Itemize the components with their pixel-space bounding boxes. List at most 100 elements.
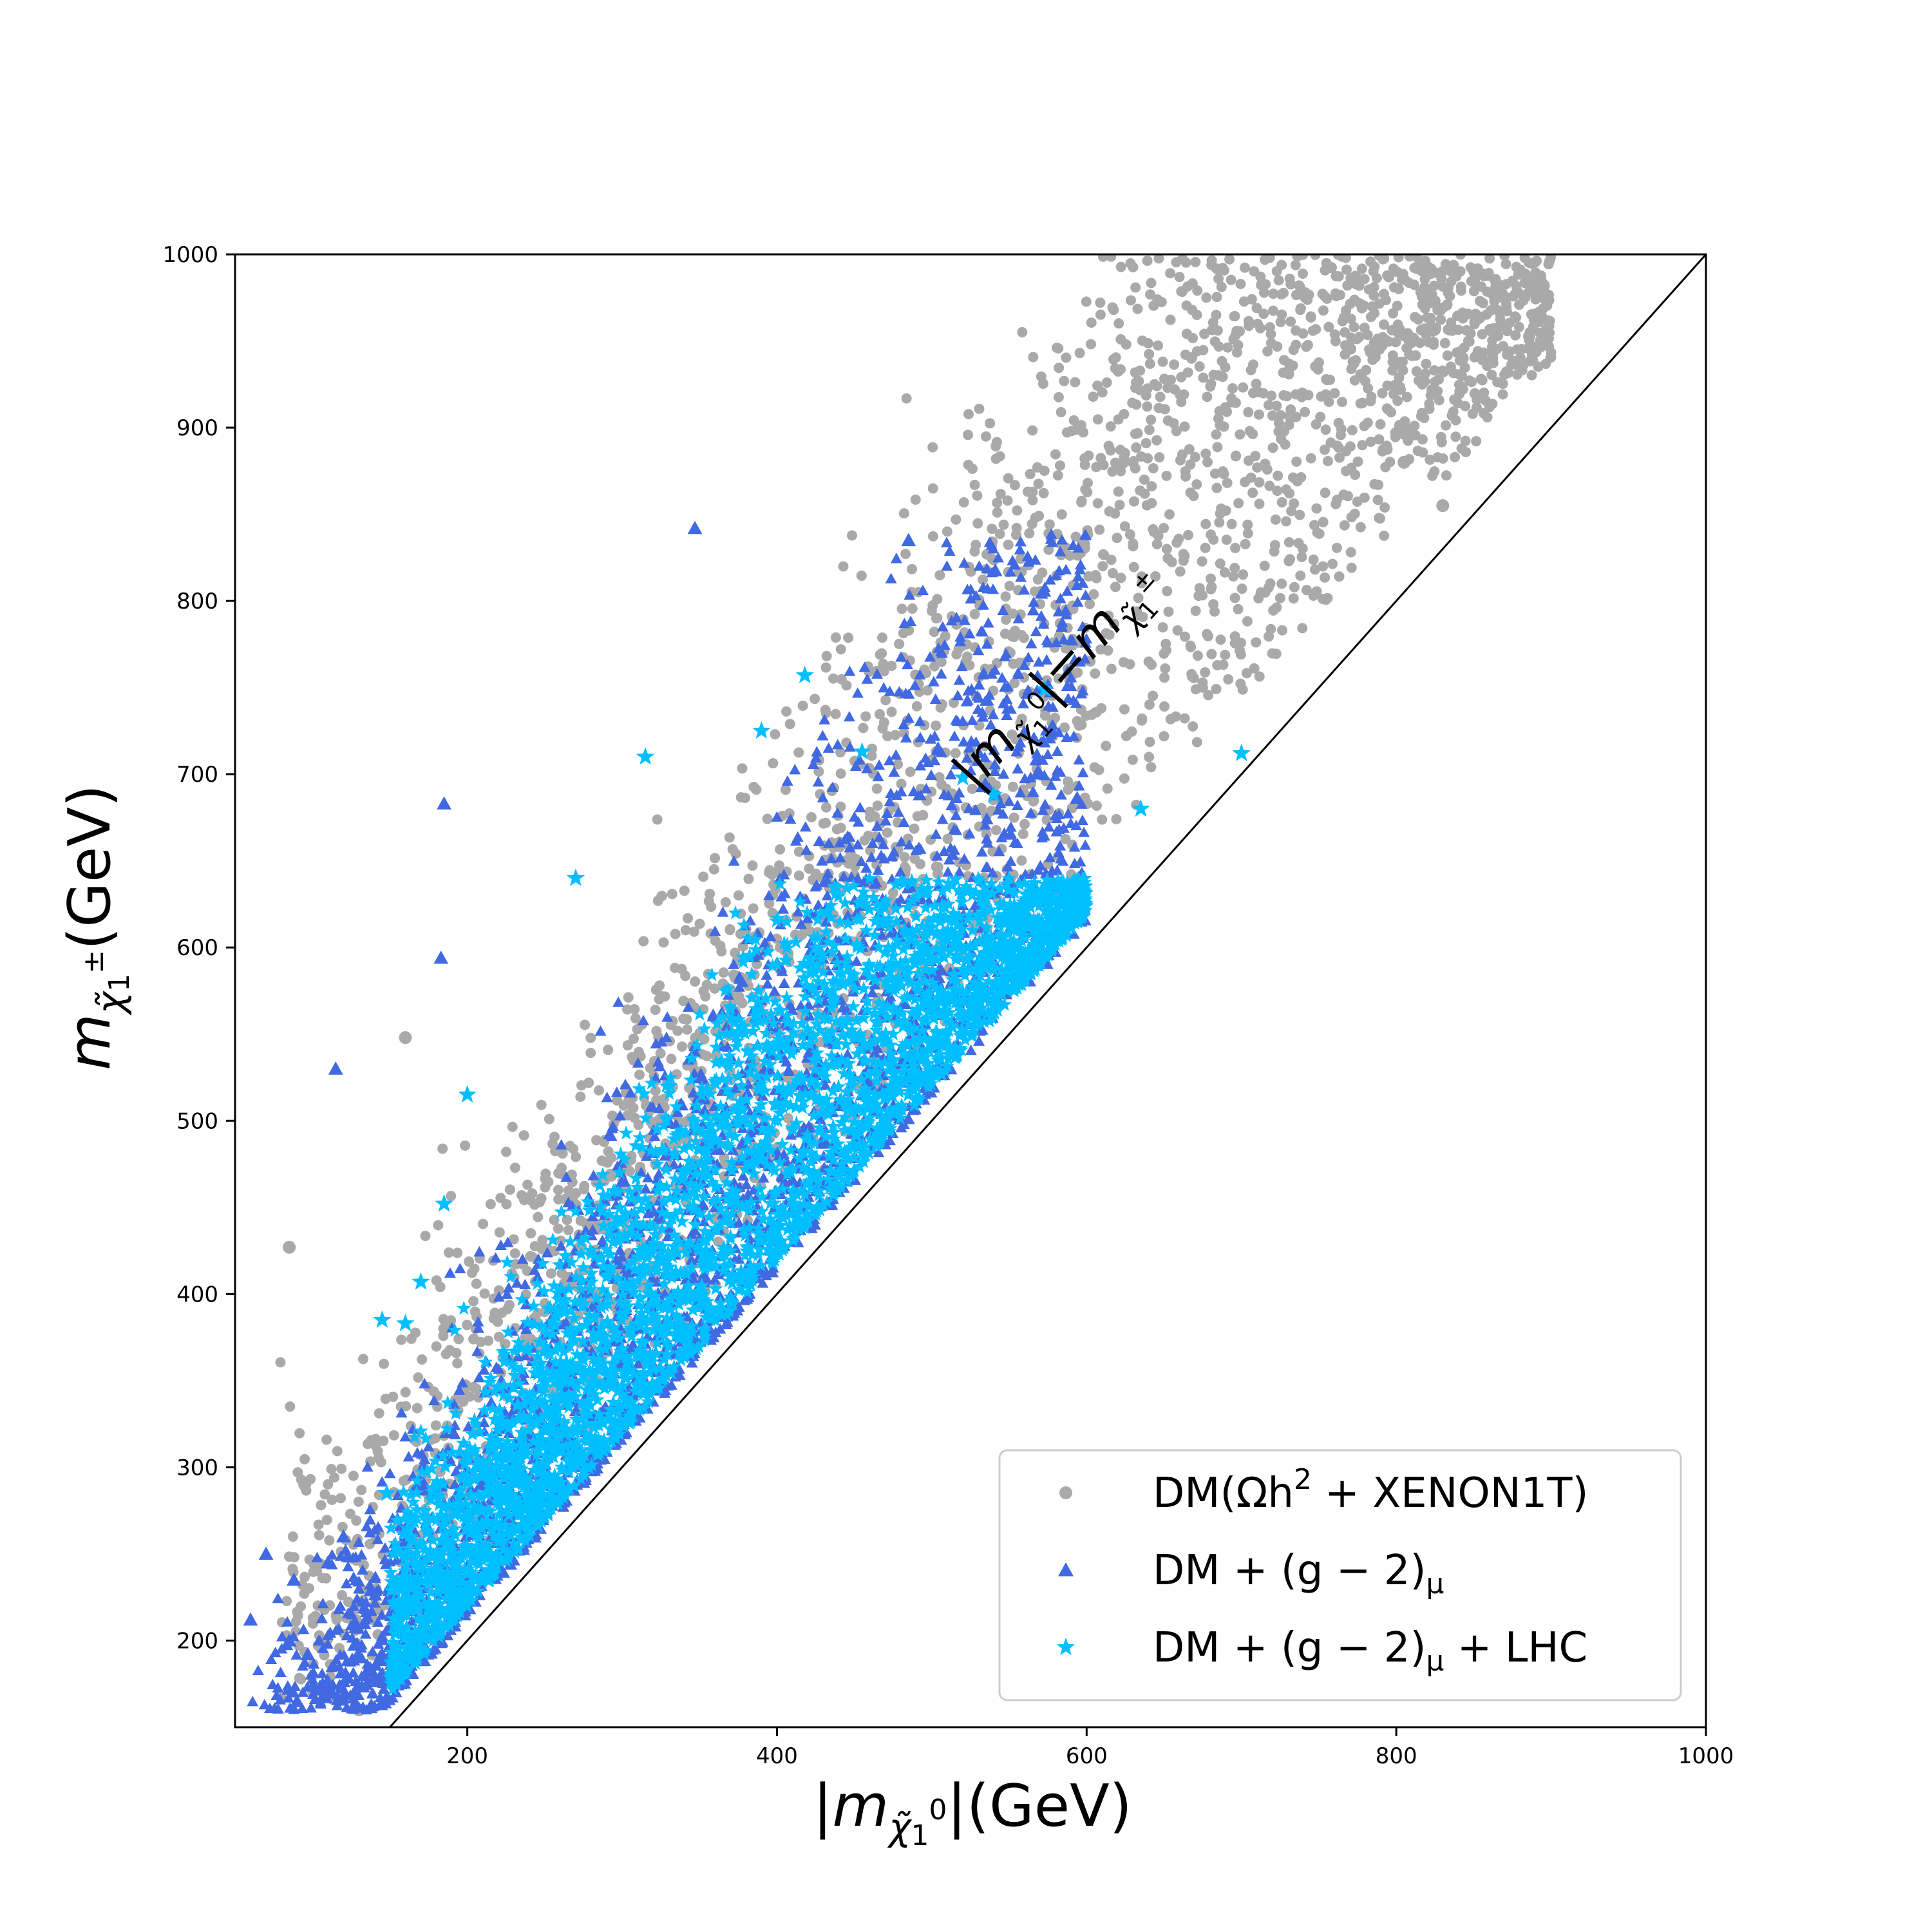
data-point <box>1483 267 1494 278</box>
data-point <box>580 1019 591 1030</box>
data-point <box>1245 472 1256 483</box>
data-point <box>1148 690 1159 701</box>
data-point <box>1271 401 1282 412</box>
data-point <box>1375 419 1386 430</box>
data-point <box>1397 455 1411 469</box>
data-point <box>1137 335 1148 346</box>
data-point <box>1484 254 1495 264</box>
data-point <box>1289 582 1300 592</box>
data-point <box>1405 431 1416 442</box>
data-point <box>1319 444 1330 455</box>
data-point <box>1170 711 1181 722</box>
data-point <box>666 1054 677 1065</box>
data-point <box>990 824 1001 835</box>
data-point <box>1025 469 1036 480</box>
data-point <box>880 695 891 706</box>
data-point <box>1377 388 1388 399</box>
data-point <box>1159 731 1170 742</box>
data-point <box>437 1143 448 1154</box>
data-point <box>1276 497 1287 507</box>
data-point <box>1018 632 1029 643</box>
data-point <box>1278 355 1289 366</box>
data-point <box>1191 737 1202 748</box>
data-point <box>698 871 709 882</box>
data-point <box>1164 509 1175 520</box>
data-point <box>1349 294 1360 305</box>
data-point <box>1157 356 1168 367</box>
data-point <box>1450 451 1461 462</box>
data-point <box>549 1215 560 1226</box>
data-point <box>1009 812 1019 823</box>
data-point <box>1209 606 1220 617</box>
data-point <box>337 1522 348 1533</box>
data-point <box>679 886 690 896</box>
data-point <box>283 1240 296 1254</box>
data-point <box>784 808 795 819</box>
data-point <box>460 1140 471 1151</box>
data-point <box>1537 279 1550 292</box>
data-point <box>1278 367 1289 378</box>
data-point <box>452 1358 463 1368</box>
data-point <box>784 719 795 730</box>
data-point <box>1305 453 1316 464</box>
data-point <box>1297 269 1308 279</box>
data-point <box>1191 479 1202 490</box>
data-point <box>1297 623 1308 634</box>
data-point <box>1417 377 1428 388</box>
data-point <box>1484 324 1495 335</box>
data-point <box>1401 392 1412 402</box>
data-point <box>1211 263 1222 274</box>
data-point <box>623 992 634 1003</box>
data-point <box>743 873 754 884</box>
data-point <box>958 497 969 508</box>
data-point <box>1260 459 1271 469</box>
data-point <box>396 1334 407 1345</box>
data-point <box>1502 346 1513 357</box>
data-point <box>1088 589 1099 600</box>
data-point <box>922 685 933 696</box>
data-point <box>976 846 988 857</box>
data-point <box>927 531 938 542</box>
data-point <box>299 1571 310 1582</box>
data-point <box>1434 395 1444 406</box>
data-point <box>1226 518 1237 529</box>
data-point <box>1346 512 1357 523</box>
data-point <box>1073 753 1085 765</box>
data-point <box>1350 469 1361 480</box>
data-point <box>384 1468 396 1479</box>
data-point <box>1501 306 1512 317</box>
data-point <box>1113 318 1124 329</box>
data-point <box>1325 437 1336 448</box>
data-point <box>348 1571 360 1582</box>
data-point <box>1094 524 1105 535</box>
data-point <box>1200 448 1211 459</box>
data-point <box>451 1347 462 1358</box>
data-point <box>1086 317 1097 328</box>
data-point <box>1288 593 1299 604</box>
data-point <box>1454 355 1465 366</box>
data-point <box>1238 296 1249 307</box>
data-point <box>1211 292 1222 303</box>
data-point <box>680 971 691 981</box>
data-point <box>1254 477 1265 488</box>
data-point <box>501 1146 512 1157</box>
data-point <box>634 1069 645 1080</box>
data-point <box>479 1288 490 1299</box>
data-point <box>1088 391 1099 402</box>
data-point <box>1285 554 1296 565</box>
data-point <box>1119 409 1130 420</box>
data-point <box>941 560 953 571</box>
data-point <box>1205 381 1216 392</box>
data-point <box>735 792 746 803</box>
data-point <box>544 1113 554 1124</box>
data-point <box>1295 305 1306 316</box>
data-point <box>953 674 965 685</box>
data-point <box>1129 496 1140 507</box>
data-point <box>1254 671 1265 682</box>
data-point <box>1130 463 1141 474</box>
data-point <box>1253 318 1264 329</box>
data-point <box>724 832 735 843</box>
data-point <box>1435 314 1446 325</box>
data-point <box>1382 380 1393 391</box>
data-point <box>1110 582 1121 592</box>
